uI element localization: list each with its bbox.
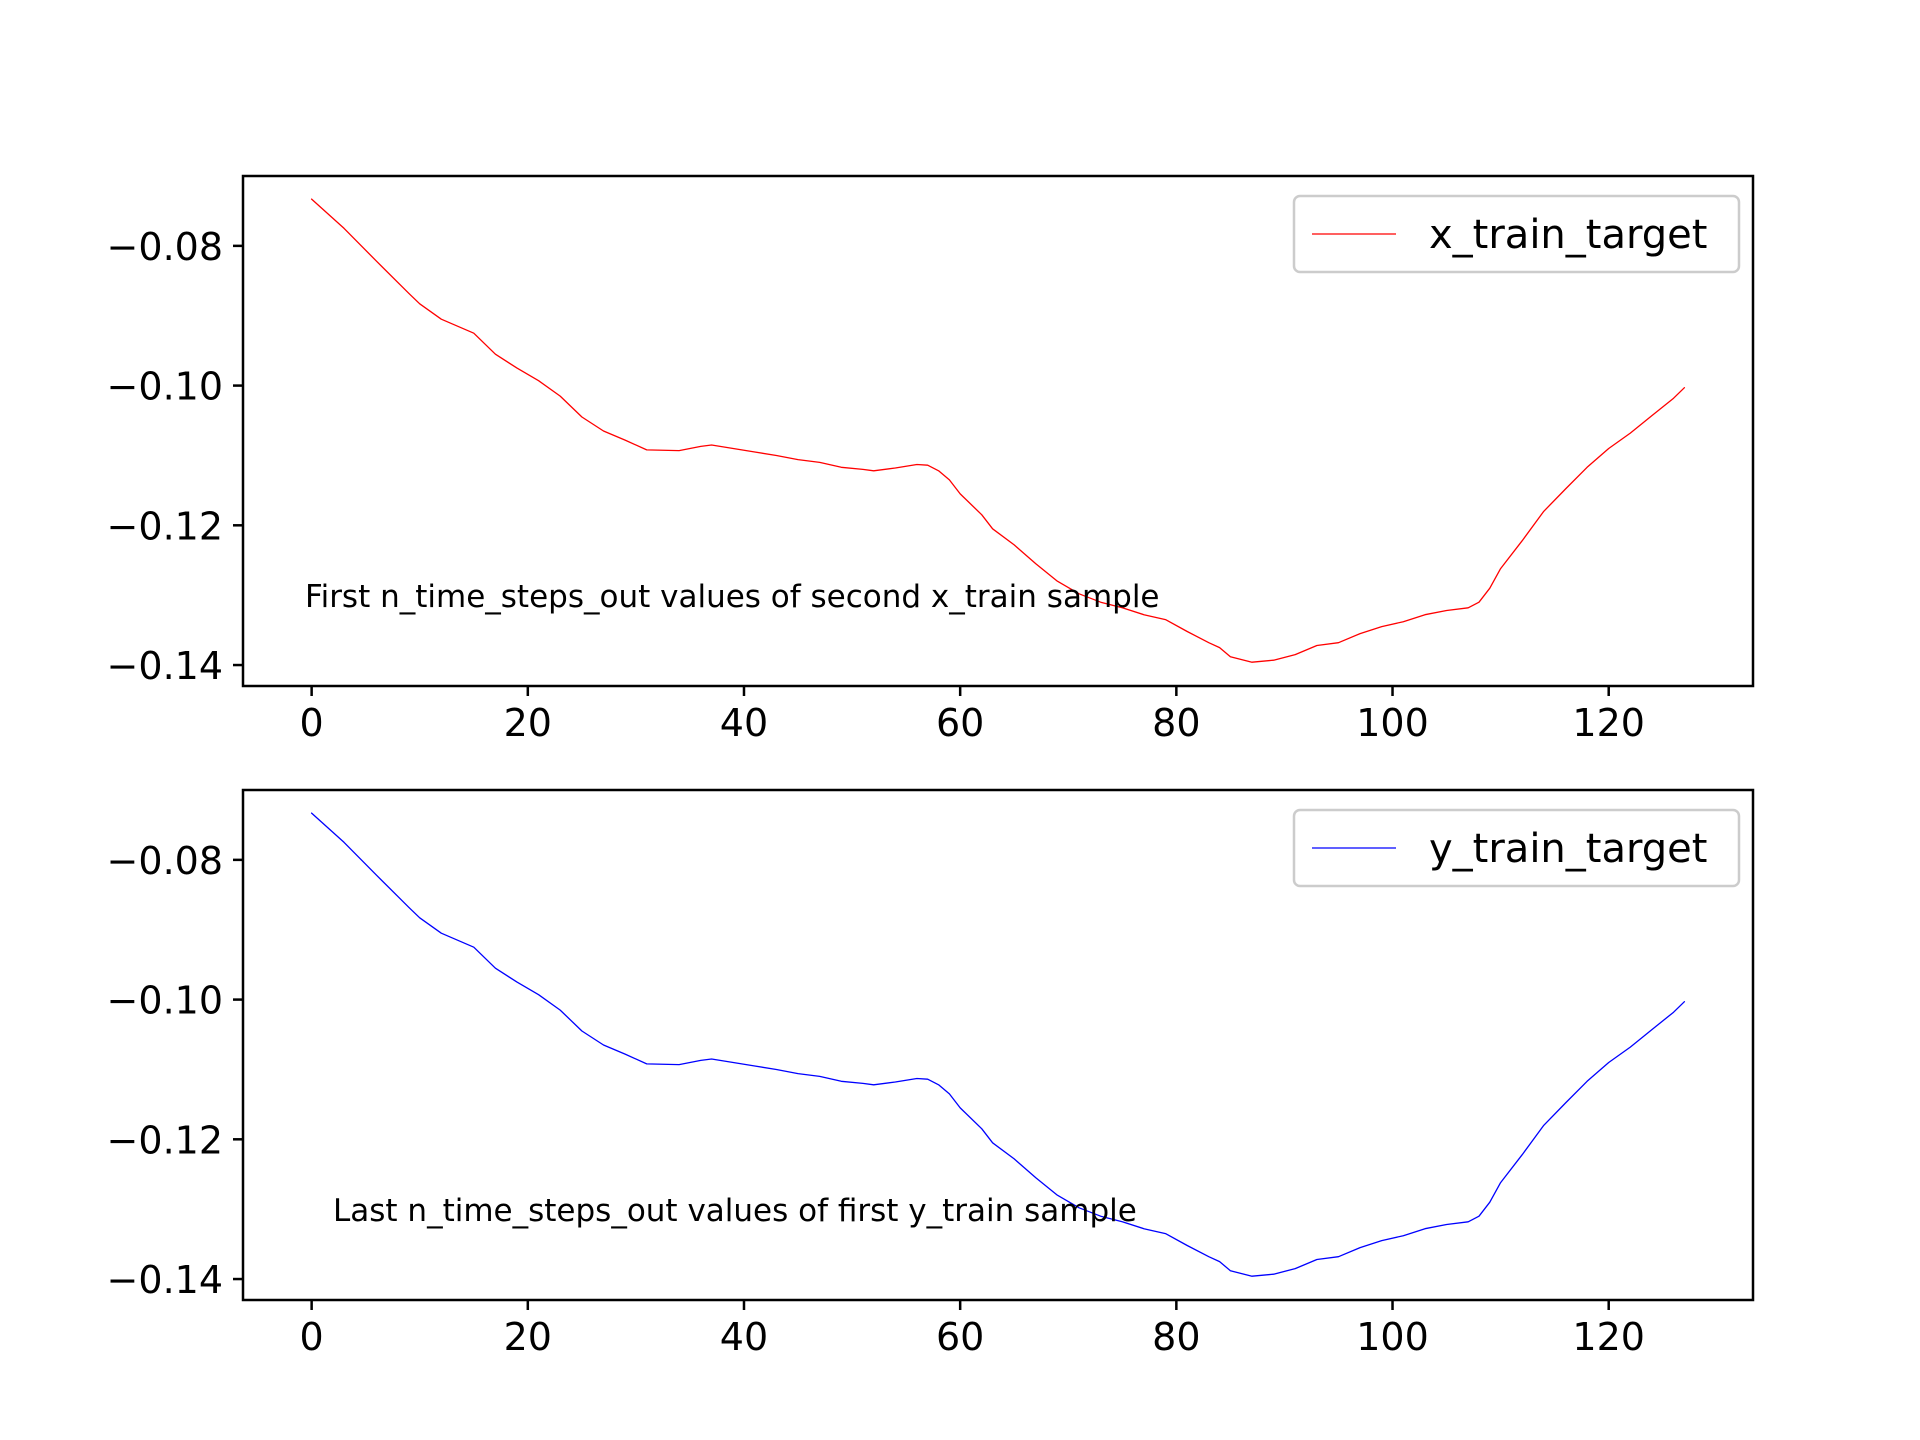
y-tick-label: −0.14 <box>107 644 223 688</box>
y-tick-label: −0.08 <box>107 839 223 883</box>
x-tick-label: 20 <box>504 1315 552 1359</box>
legend-label: x_train_target <box>1429 212 1707 258</box>
x-tick-label: 80 <box>1152 701 1200 745</box>
x-tick-label: 0 <box>300 1315 324 1359</box>
legend-box <box>1292 194 1741 274</box>
series-line-y_train_target <box>310 812 1686 1277</box>
annotation-text: First n_time_steps_out values of second … <box>305 579 1160 615</box>
y-tick-label: −0.12 <box>107 1118 223 1162</box>
y-tick-label: −0.12 <box>107 504 223 548</box>
y-tick-label: −0.08 <box>107 225 223 269</box>
annotation-text: Last n_time_steps_out values of first y_… <box>333 1193 1137 1229</box>
legend: y_train_target <box>1292 808 1741 888</box>
x-tick-label: 40 <box>720 701 768 745</box>
axes-frame <box>241 174 1755 688</box>
series-line-x_train_target <box>310 198 1686 663</box>
legend-box <box>1292 808 1741 888</box>
legend: x_train_target <box>1292 194 1741 274</box>
x-tick-label: 20 <box>504 701 552 745</box>
y-tick-label: −0.14 <box>107 1258 223 1302</box>
x-tick-label: 120 <box>1572 1315 1645 1359</box>
legend-label: y_train_target <box>1429 826 1707 872</box>
x-tick-label: 100 <box>1356 701 1429 745</box>
x-tick-label: 0 <box>300 701 324 745</box>
chart-panel-2: Last n_time_steps_out values of first y_… <box>107 788 1755 1359</box>
x-tick-label: 100 <box>1356 1315 1429 1359</box>
x-tick-label: 40 <box>720 1315 768 1359</box>
x-tick-label: 60 <box>936 701 984 745</box>
y-tick-label: −0.10 <box>107 365 223 409</box>
y-tick-label: −0.10 <box>107 979 223 1023</box>
x-tick-label: 60 <box>936 1315 984 1359</box>
x-tick-label: 80 <box>1152 1315 1200 1359</box>
x-tick-label: 120 <box>1572 701 1645 745</box>
chart-panel-1: First n_time_steps_out values of second … <box>107 174 1755 745</box>
axes-frame <box>241 788 1755 1302</box>
